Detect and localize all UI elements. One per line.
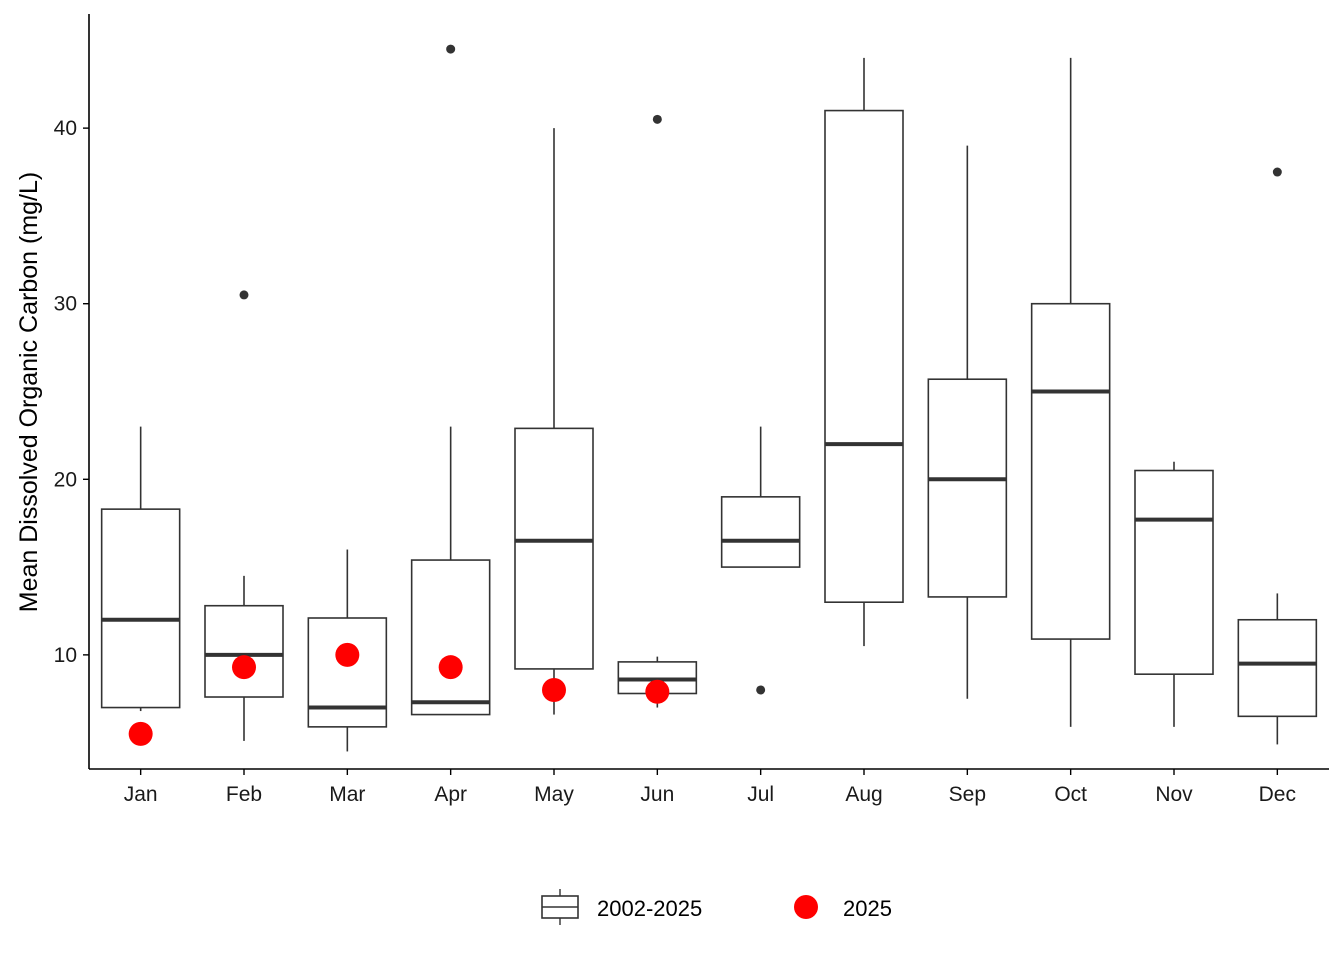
legend-item-boxplot: 2002-2025 (541, 889, 702, 925)
legend-point-icon (794, 895, 818, 919)
x-tick-label: Jul (747, 783, 774, 806)
outlier-point (756, 685, 766, 695)
boxes-layer (100, 44, 1318, 752)
box-mar (307, 549, 388, 752)
point-2025-may (542, 677, 566, 702)
x-tick-label: May (534, 783, 574, 806)
x-tick-label: Oct (1054, 783, 1087, 806)
box-iqr (514, 427, 594, 670)
box-feb (204, 290, 284, 741)
point-2025-jun (645, 679, 670, 704)
point-2025-feb (232, 655, 256, 680)
x-tick-label: Nov (1155, 783, 1193, 806)
point-2025-jan (128, 721, 153, 746)
outlier-point (1272, 167, 1282, 177)
box-iqr (720, 496, 801, 568)
point-2025-apr (438, 655, 463, 680)
legend-label-boxplot: 2002-2025 (597, 896, 702, 921)
outlier-point (446, 44, 456, 54)
box-jul (720, 426, 801, 695)
box-iqr (927, 378, 1008, 598)
x-tick-label: Mar (329, 783, 365, 806)
y-axis-title: Mean Dissolved Organic Carbon (mg/L) (15, 172, 43, 612)
box-aug (824, 57, 904, 647)
box-apr (410, 44, 491, 716)
x-tick-label: Feb (226, 783, 262, 806)
x-tick-label: Sep (949, 783, 986, 806)
point-2025-mar (335, 642, 360, 667)
box-dec (1237, 167, 1318, 745)
outlier-point (239, 290, 249, 300)
outlier-point (652, 114, 662, 124)
box-iqr (1030, 302, 1111, 640)
y-tick-label: 10 (54, 644, 77, 667)
box-jun (617, 114, 698, 708)
legend: 2002-2025 2025 (541, 889, 892, 925)
y-tick-label: 20 (54, 468, 77, 491)
box-iqr (307, 617, 388, 728)
y-tick-label: 40 (54, 117, 77, 140)
box-iqr (204, 604, 284, 698)
x-ticks: Jan Feb Mar Apr May Jun Jul Aug Sep Oct Nov Dec (124, 769, 1296, 806)
box-may (514, 128, 594, 715)
box-iqr (1134, 469, 1214, 675)
box-iqr (1237, 618, 1318, 718)
legend-label-2025: 2025 (843, 896, 892, 921)
box-oct (1030, 57, 1111, 727)
x-tick-label: Jun (640, 783, 674, 806)
x-tick-label: Jan (124, 783, 158, 806)
box-iqr (824, 109, 904, 603)
box-nov (1134, 461, 1214, 727)
box-iqr (410, 559, 491, 716)
legend-item-2025: 2025 (794, 895, 892, 921)
box-jan (100, 426, 181, 712)
y-tick-label: 30 (54, 293, 77, 316)
points-layer (128, 642, 670, 746)
box-iqr (100, 508, 181, 709)
x-tick-label: Dec (1259, 783, 1296, 806)
y-ticks: 10 20 30 40 (54, 117, 89, 667)
x-tick-label: Apr (434, 783, 467, 806)
box-sep (927, 145, 1008, 699)
x-tick-label: Aug (845, 783, 882, 806)
